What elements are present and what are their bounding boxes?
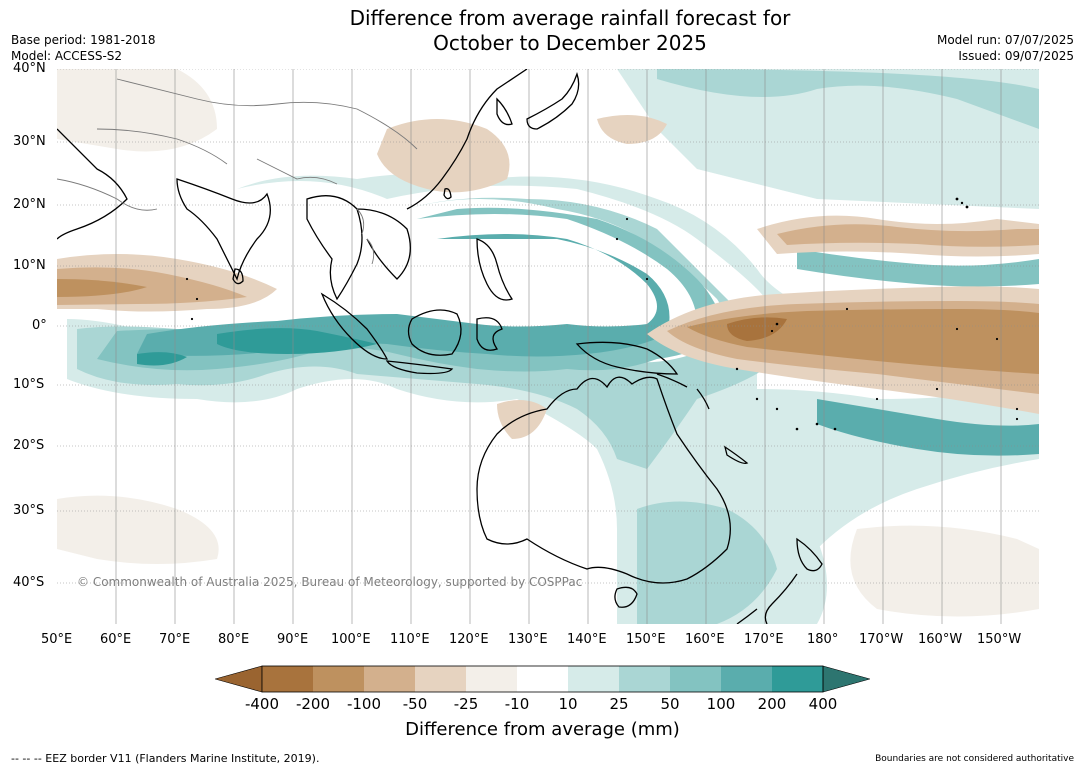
colorbar-swatch-4 [415, 666, 466, 692]
lat-label-0: 0° [32, 318, 47, 333]
sumatra-coast [320, 292, 389, 360]
lat-label-10n: 10°N [13, 258, 46, 273]
colorbar-swatch-1 [262, 666, 313, 692]
colorbar-swatch-6 [517, 666, 568, 692]
lat-label-40s: 40°S [13, 575, 45, 590]
colorbar-swatch-5 [466, 666, 517, 692]
lon-label-50e: 50°E [41, 632, 73, 647]
model-name: Model: ACCESS-S2 [11, 49, 123, 63]
lon-label-90e: 90°E [277, 632, 309, 647]
base-period: Base period: 1981-2018 [11, 33, 156, 47]
solomon-islands-coast [656, 373, 710, 410]
australia-coast [476, 376, 731, 584]
colorbar-swatch-10 [721, 666, 772, 692]
lon-label-170w: 170°W [859, 632, 904, 647]
colorbar-title: Difference from average (mm) [405, 719, 680, 740]
model-run-date: Model run: 07/07/2025 [936, 33, 1074, 47]
lon-label-180: 180° [807, 632, 839, 647]
colorbar-label-m10: -10 [504, 695, 530, 713]
map-title: Difference from average rainfall forecas… [270, 6, 870, 56]
title-line-1: Difference from average rainfall forecas… [349, 6, 791, 30]
lon-label-160e: 160°E [685, 632, 725, 647]
colorbar-label-m100: -100 [346, 695, 382, 713]
colorbar-swatch-7 [568, 666, 619, 692]
japan-coast [526, 71, 580, 130]
tasmania-coast [614, 586, 638, 608]
colorbar-extend-low [215, 665, 263, 693]
lon-label-60e: 60°E [100, 632, 132, 647]
india-coast [176, 178, 271, 281]
colorbar-label-m200: -200 [295, 695, 331, 713]
borneo-coast [407, 309, 462, 356]
title-line-2: October to December 2025 [433, 31, 707, 55]
lon-label-120e: 120°E [449, 632, 489, 647]
colorbar-swatch-11 [772, 666, 823, 692]
boundaries-disclaimer: Boundaries are not considered authoritat… [875, 754, 1074, 764]
new-caledonia-coast [723, 445, 749, 464]
colorbar-label-p100: 100 [706, 695, 736, 713]
colorbar-label-m25: -25 [453, 695, 479, 713]
korea-coast [496, 97, 513, 126]
lon-label-80e: 80°E [218, 632, 250, 647]
java-coast [385, 360, 454, 375]
lat-label-20n: 20°N [13, 197, 46, 212]
lon-label-100e: 100°E [331, 632, 371, 647]
colorbar-swatch-9 [670, 666, 721, 692]
colorbar-label-p200: 200 [757, 695, 787, 713]
colorbar-swatch-8 [619, 666, 670, 692]
lon-label-130e: 130°E [508, 632, 548, 647]
colorbar-swatch-3 [364, 666, 415, 692]
lon-label-150w: 150°W [977, 632, 1022, 647]
country-borders [57, 78, 418, 265]
copyright-notice: © Commonwealth of Australia 2025, Bureau… [77, 575, 583, 589]
colorbar-swatch-2 [313, 666, 364, 692]
colorbar [215, 665, 870, 693]
arabia-coast [57, 128, 128, 240]
colorbar-label-p50: 50 [660, 695, 680, 713]
new-guinea-coast [575, 341, 679, 375]
colorbar-label-m400: -400 [244, 695, 280, 713]
lat-label-20s: 20°S [13, 438, 45, 453]
philippines-coast [476, 238, 514, 301]
lon-label-110e: 110°E [390, 632, 430, 647]
eez-border-note: -- -- -- EEZ border V11 (Flanders Marine… [11, 752, 320, 765]
graticule [57, 69, 1039, 624]
rainfall-anomaly-field [57, 69, 1039, 624]
new-zealand-coast [736, 537, 823, 624]
lat-label-10s: 10°S [13, 377, 45, 392]
rainfall-map [57, 69, 1039, 624]
colorbar-label-p25: 25 [609, 695, 629, 713]
sri-lanka-coast [232, 268, 244, 285]
lat-label-30n: 30°N [13, 134, 46, 149]
lon-label-150e: 150°E [626, 632, 666, 647]
sulawesi-coast [476, 317, 503, 351]
run-info: Model run: 07/07/2025 Issued: 09/07/2025 [937, 32, 1074, 64]
taiwan-coast [443, 188, 452, 200]
lon-label-170e: 170°E [744, 632, 784, 647]
colorbar-label-p400: 400 [808, 695, 838, 713]
model-info: Base period: 1981-2018 Model: ACCESS-S2 [11, 32, 156, 64]
colorbar-label-m50: -50 [402, 695, 428, 713]
colorbar-label-p10: 10 [558, 695, 578, 713]
colorbar-extend-high [822, 665, 870, 693]
coastlines [57, 69, 823, 624]
lon-label-70e: 70°E [159, 632, 191, 647]
lat-label-30s: 30°S [13, 503, 45, 518]
east-asia-coast [406, 69, 528, 210]
issued-date: Issued: 09/07/2025 [958, 49, 1074, 63]
lat-label-40n: 40°N [13, 61, 46, 76]
lon-label-160w: 160°W [918, 632, 963, 647]
se-asia-coast [306, 195, 411, 301]
lon-label-140e: 140°E [567, 632, 607, 647]
pacific-islands [185, 197, 1019, 431]
